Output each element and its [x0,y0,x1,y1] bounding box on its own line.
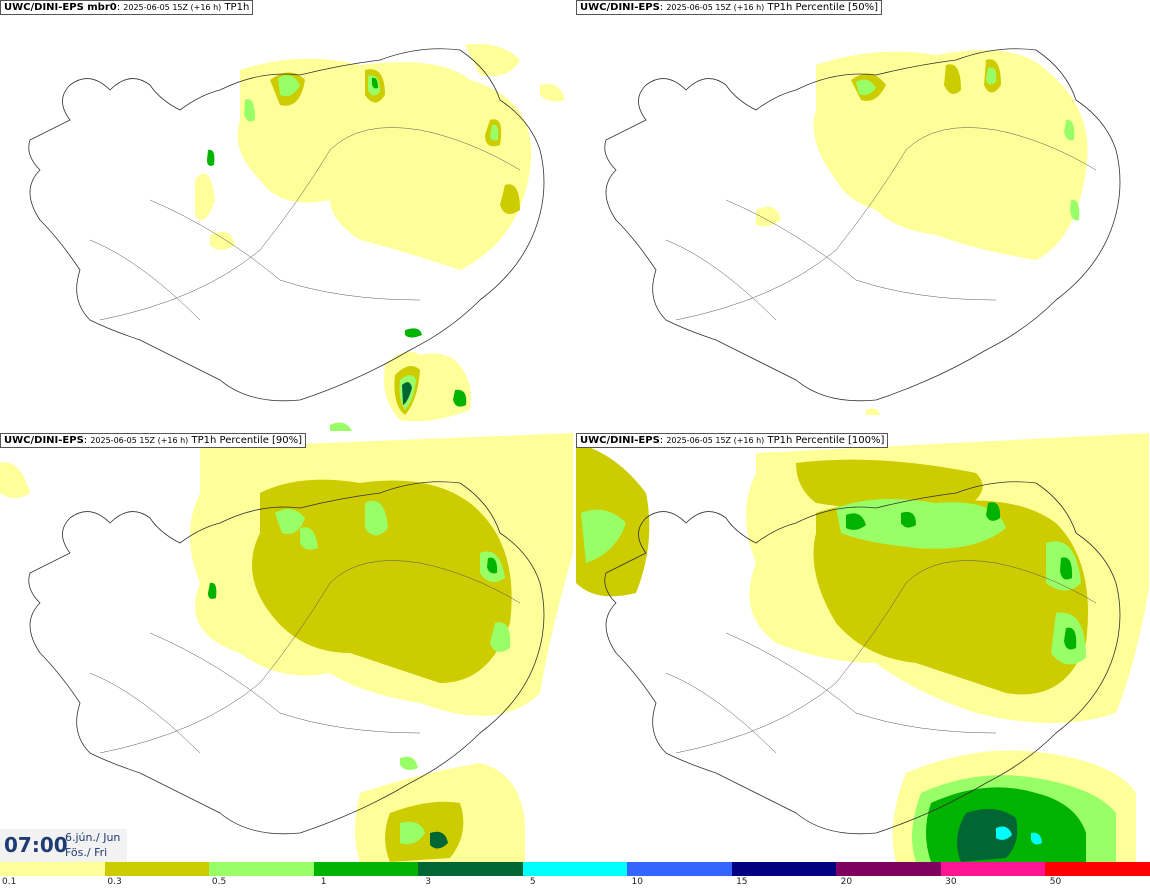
map-p100 [576,433,1149,862]
legend-label: 5 [529,877,536,887]
map-p90 [0,433,573,862]
legend-swatch [209,862,314,876]
coastline [28,48,545,402]
roads [89,560,521,754]
valid-time: 07:00 [4,833,68,857]
map-panel-mbr0: UWC/DINI-EPS mbr0: 2025-06-05 15Z (+16 h… [0,0,573,431]
legend-label: 15 [736,877,748,887]
valid-date-line2: Fös./ Fri [65,846,108,859]
map-panel-p50: UWC/DINI-EPS: 2025-06-05 15Z (+16 h) TP1… [576,0,1149,431]
legend-label: 3 [425,877,432,887]
map-p50 [604,48,1121,415]
legend-swatch [104,862,210,876]
valid-date-line1: 6.jún./ Jun [65,831,121,844]
legend-label: 0.3 [107,877,122,887]
legend-label: 0.5 [211,877,227,887]
legend-swatch [313,862,419,876]
legend-swatch [418,862,523,876]
legend-swatch [0,862,105,876]
precip-fields [195,44,565,431]
panel-title: UWC/DINI-EPS mbr0: 2025-06-05 15Z (+16 h… [0,0,254,15]
legend-swatch [940,862,1046,876]
legend-label: 1 [320,877,327,887]
panel-divider-horizontal [0,431,1150,433]
legend-bar [0,862,1150,876]
precip-fields [576,433,1149,862]
legend-label: 10 [631,877,643,887]
panel-title: UWC/DINI-EPS: 2025-06-05 15Z (+16 h) TP1… [576,0,883,15]
legend-label: 30 [945,877,957,887]
precip-fields [0,433,573,862]
legend-swatch [522,862,628,876]
roads [89,127,521,321]
legend-swatch [731,862,837,876]
legend-label: 20 [840,877,853,887]
precip-fields [756,50,1088,415]
panel-title: UWC/DINI-EPS: 2025-06-05 15Z (+16 h) TP1… [0,433,307,448]
map-panel-p90: UWC/DINI-EPS: 2025-06-05 15Z (+16 h) TP1… [0,433,573,864]
legend-label: 0.1 [2,877,17,887]
map-panel-p100: UWC/DINI-EPS: 2025-06-05 15Z (+16 h) TP1… [576,433,1149,864]
map-mbr0 [28,44,565,431]
panel-title: UWC/DINI-EPS: 2025-06-05 15Z (+16 h) TP1… [576,433,889,448]
valid-time-box: 07:00 6.jún./ Jun Fös./ Fri [0,829,127,862]
roads [665,127,1097,321]
legend-swatch [1045,862,1150,876]
legend-swatch [627,862,732,876]
coastline [604,481,1121,835]
color-legend: 0.1 0.3 0.5 1 3 5 10 15 20 30 50 [0,862,1150,891]
legend-swatch [836,862,941,876]
legend-label: 50 [1049,877,1062,887]
coastline [604,48,1121,402]
roads [665,560,1097,754]
coastline [28,481,545,835]
